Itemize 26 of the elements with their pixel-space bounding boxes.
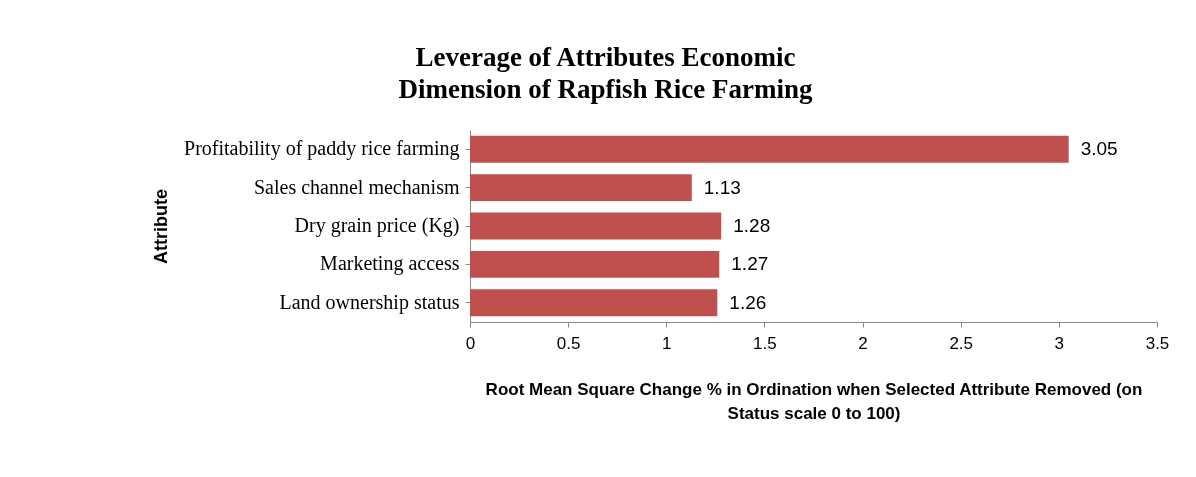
y-axis-title: Attribute — [150, 189, 171, 264]
bar — [470, 135, 1069, 163]
data-label: 1.13 — [703, 176, 741, 198]
x-axis-title: Root Mean Square Change % in Ordination when Selected Attribute Removed (on Status scale 0 to 100) — [485, 379, 1143, 423]
bar — [470, 212, 722, 240]
data-label: 1.28 — [733, 215, 771, 236]
y-tick-label: Marketing access — [320, 252, 460, 276]
x-tick-label: 1.5 — [753, 333, 777, 353]
data-label: 3.05 — [1080, 138, 1118, 160]
data-label: 1.27 — [731, 253, 769, 275]
x-tick-label: 3.5 — [1145, 333, 1170, 353]
bar — [470, 174, 692, 202]
bar — [470, 289, 718, 317]
x-tick-label: 2.5 — [949, 333, 974, 353]
chart-title: Leverage of Attributes Economic Dimension of Rapfish Rice Farming — [398, 42, 813, 104]
x-tick-label: 1 — [662, 333, 672, 353]
y-tick-label: Sales channel mechanism — [254, 175, 460, 198]
bar — [470, 250, 720, 278]
x-tick-label: 2 — [858, 333, 868, 353]
x-tick-label: 0 — [465, 333, 476, 353]
data-label: 1.26 — [729, 291, 767, 313]
y-tick-label: Land ownership status — [279, 290, 460, 314]
x-tick-label: 3 — [1054, 333, 1065, 353]
y-tick-label: Dry grain price (Kg) — [294, 214, 460, 237]
x-tick-label: 0.5 — [556, 333, 581, 353]
y-tick-label: Profitability of paddy rice farming — [184, 137, 460, 161]
